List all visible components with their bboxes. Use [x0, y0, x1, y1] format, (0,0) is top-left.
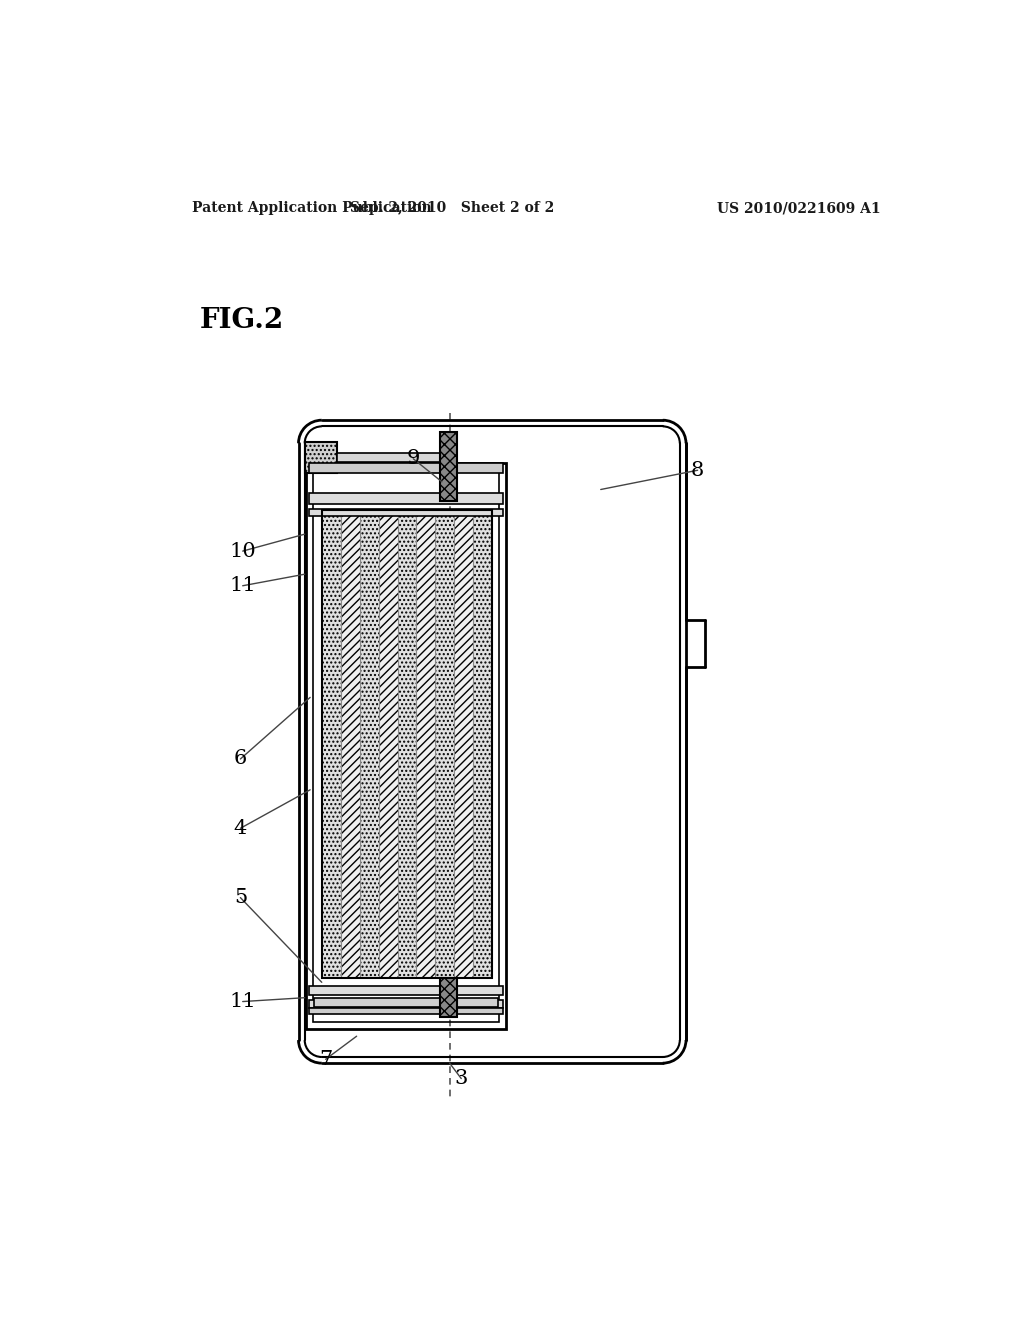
- Bar: [417, 510, 435, 978]
- Bar: [337, 453, 450, 462]
- Bar: [435, 510, 455, 978]
- Bar: [309, 462, 503, 474]
- Text: 10: 10: [229, 541, 256, 561]
- Bar: [305, 442, 337, 473]
- Text: 8: 8: [691, 461, 705, 479]
- Bar: [309, 494, 503, 504]
- Bar: [341, 510, 359, 978]
- Bar: [313, 470, 500, 1022]
- Bar: [322, 510, 493, 978]
- Text: 4: 4: [233, 818, 247, 838]
- Text: Patent Application Publication: Patent Application Publication: [191, 202, 431, 215]
- Text: Sep. 2, 2010   Sheet 2 of 2: Sep. 2, 2010 Sheet 2 of 2: [350, 202, 554, 215]
- Bar: [455, 510, 473, 978]
- Text: 9: 9: [407, 449, 420, 469]
- Bar: [309, 508, 503, 516]
- Bar: [379, 510, 397, 978]
- Bar: [397, 510, 417, 978]
- Bar: [309, 1007, 503, 1014]
- Text: US 2010/0221609 A1: US 2010/0221609 A1: [717, 202, 881, 215]
- Bar: [309, 1001, 503, 1007]
- Bar: [359, 510, 379, 978]
- Bar: [440, 432, 458, 502]
- Text: 7: 7: [319, 1049, 332, 1069]
- Text: FIG.2: FIG.2: [200, 306, 285, 334]
- Bar: [306, 462, 506, 1028]
- Text: 11: 11: [229, 577, 256, 595]
- Text: 3: 3: [455, 1069, 468, 1088]
- Text: 6: 6: [233, 750, 247, 768]
- Bar: [440, 978, 458, 1016]
- Text: 11: 11: [229, 993, 256, 1011]
- Bar: [322, 510, 341, 978]
- Bar: [314, 998, 499, 1007]
- Bar: [309, 986, 503, 995]
- Bar: [473, 510, 493, 978]
- Text: 5: 5: [233, 888, 247, 907]
